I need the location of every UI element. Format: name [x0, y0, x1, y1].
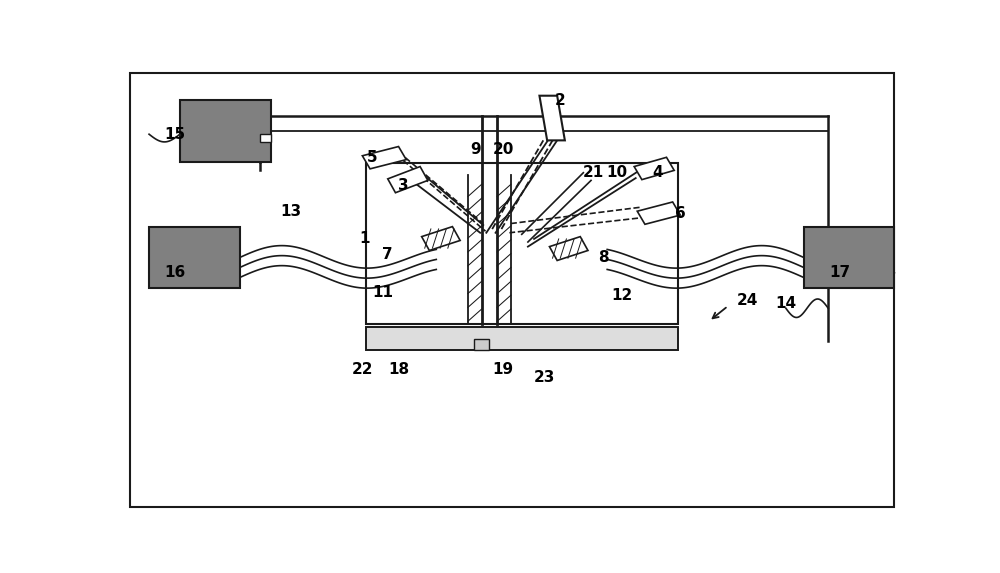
Text: 22: 22 — [352, 362, 373, 378]
Text: 3: 3 — [398, 178, 408, 193]
Text: 17: 17 — [829, 265, 850, 280]
Polygon shape — [388, 167, 428, 193]
Polygon shape — [634, 158, 674, 180]
Text: 11: 11 — [373, 285, 394, 300]
Bar — [149, 226, 240, 288]
Text: 13: 13 — [280, 204, 301, 219]
Text: 7: 7 — [382, 247, 393, 262]
Text: 24: 24 — [737, 293, 758, 308]
Text: 12: 12 — [611, 288, 632, 304]
Polygon shape — [539, 96, 565, 140]
Text: 8: 8 — [598, 250, 609, 265]
Text: 5: 5 — [367, 150, 378, 165]
Polygon shape — [422, 226, 460, 250]
Bar — [366, 163, 678, 324]
Text: 6: 6 — [675, 206, 686, 221]
Text: 21: 21 — [583, 165, 604, 180]
Text: 16: 16 — [165, 265, 186, 280]
Text: 23: 23 — [534, 370, 556, 385]
Bar — [366, 327, 678, 350]
Polygon shape — [362, 147, 406, 169]
Text: 4: 4 — [652, 165, 663, 180]
Polygon shape — [549, 237, 588, 261]
Text: 14: 14 — [775, 296, 796, 311]
Text: 19: 19 — [493, 362, 514, 378]
Bar — [804, 226, 894, 288]
Text: 9: 9 — [470, 142, 481, 157]
Text: 2: 2 — [555, 93, 566, 108]
Text: 15: 15 — [165, 127, 186, 142]
Bar — [180, 100, 271, 162]
Text: 1: 1 — [359, 231, 370, 246]
Bar — [474, 339, 489, 350]
Polygon shape — [637, 202, 680, 224]
Text: 20: 20 — [493, 142, 514, 157]
Text: 10: 10 — [606, 165, 627, 180]
Text: 18: 18 — [388, 362, 409, 378]
Bar — [260, 134, 271, 142]
